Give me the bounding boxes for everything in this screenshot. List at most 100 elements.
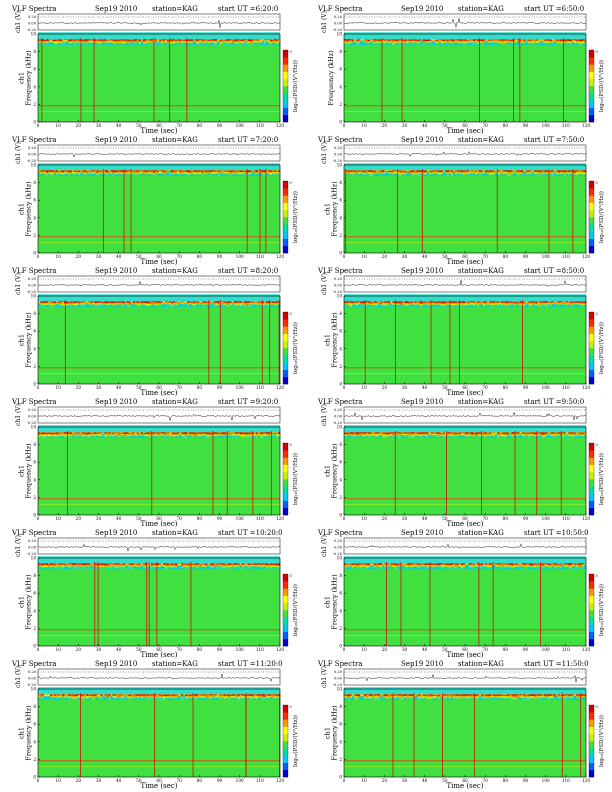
y-tick-label: 8 bbox=[339, 704, 342, 709]
waveform-frame bbox=[343, 144, 587, 162]
colorbar-tick-label: - bbox=[596, 249, 597, 253]
spectrogram-top-band bbox=[38, 425, 280, 433]
x-tick-label: 90 bbox=[217, 647, 223, 652]
sferic-streak bbox=[146, 562, 148, 646]
panel-date: Sep19 2010 bbox=[95, 529, 137, 537]
sferic-streak bbox=[93, 38, 95, 122]
colorbar-tick-label: 0 bbox=[290, 574, 292, 578]
sferic-streak bbox=[446, 431, 447, 515]
narrowband-line bbox=[344, 367, 586, 369]
sferic-streak bbox=[572, 169, 574, 253]
waveform-ytick-label: 0.20 bbox=[334, 15, 343, 19]
x-tick-label: 20 bbox=[382, 123, 388, 128]
narrowband-line bbox=[38, 367, 280, 369]
narrowband-line bbox=[38, 242, 280, 244]
y-tick-label: 4 bbox=[33, 215, 36, 220]
y-axis-label: ch1 bbox=[18, 334, 26, 346]
spectrogram-heatmap bbox=[344, 425, 587, 515]
x-tick-label: 40 bbox=[116, 385, 122, 390]
narrowband-line bbox=[344, 105, 586, 107]
colorbar-tick-label: 0 bbox=[290, 181, 292, 185]
narrowband-line bbox=[38, 635, 280, 637]
narrowband-line bbox=[344, 766, 586, 768]
waveform-ytick-label: 0.20 bbox=[28, 408, 37, 412]
colorbar-tick-label: - bbox=[290, 620, 291, 624]
colorbar-tick-label: 0 bbox=[596, 574, 598, 578]
spectrogram-heatmap bbox=[38, 163, 281, 253]
y-tick-label: 2 bbox=[33, 233, 36, 238]
waveform-ytick-label: 0.20 bbox=[28, 670, 37, 674]
x-tick-label: 30 bbox=[96, 778, 102, 783]
narrowband-line bbox=[344, 236, 586, 238]
sferic-streak bbox=[64, 300, 66, 384]
y-tick-label: 2 bbox=[339, 233, 342, 238]
y-tick-label: 10 bbox=[31, 32, 37, 37]
waveform-frame bbox=[37, 144, 281, 162]
x-tick-label: 10 bbox=[361, 123, 367, 128]
x-tick-label: 60 bbox=[156, 123, 162, 128]
x-tick-label: 120 bbox=[276, 123, 284, 128]
colorbar-tick-label: - bbox=[290, 728, 291, 732]
colorbar-tick-label: - bbox=[596, 466, 597, 470]
x-tick-label: 60 bbox=[156, 254, 162, 259]
panel-start-time: start UT =11:50:0 bbox=[524, 660, 589, 668]
x-tick-label: 10 bbox=[361, 778, 367, 783]
waveform-frame bbox=[343, 275, 587, 293]
x-tick-label: 30 bbox=[402, 516, 408, 521]
x-tick-label: 90 bbox=[217, 516, 223, 521]
narrowband-line bbox=[38, 498, 280, 500]
waveform-ylabel: ch1 (V) bbox=[15, 273, 22, 295]
colorbar-tick-label: - bbox=[290, 773, 291, 777]
waveform-ytick-label: 0.20 bbox=[334, 670, 343, 674]
y-tick-label: 2 bbox=[339, 102, 342, 107]
sferic-streak bbox=[449, 300, 451, 384]
y-tick-label: 10 bbox=[31, 556, 37, 561]
x-tick-label: 0 bbox=[37, 516, 40, 521]
y-tick-label: 0 bbox=[33, 251, 36, 256]
y-axis-label: Frequency (kHz) bbox=[331, 181, 339, 237]
y-tick-label: 10 bbox=[31, 425, 37, 430]
x-tick-label: 100 bbox=[236, 385, 244, 390]
x-tick-label: 80 bbox=[197, 516, 203, 521]
x-tick-label: 70 bbox=[176, 385, 182, 390]
x-tick-label: 10 bbox=[361, 647, 367, 652]
colorbar bbox=[282, 704, 289, 778]
x-tick-label: 120 bbox=[582, 778, 590, 783]
waveform-frame bbox=[343, 537, 587, 555]
x-tick-label: 100 bbox=[542, 778, 550, 783]
waveform-ytick-label: 0.20 bbox=[334, 277, 343, 281]
x-tick-label: 40 bbox=[422, 647, 428, 652]
waveform-ytick-label: -0.20 bbox=[333, 159, 343, 163]
colorbar-tick-label: - bbox=[290, 249, 291, 253]
colorbar bbox=[588, 311, 595, 385]
x-tick-label: 30 bbox=[96, 123, 102, 128]
colorbar-tick-label: - bbox=[290, 642, 291, 646]
colorbar-tick-label: 0 bbox=[596, 50, 598, 54]
x-tick-label: 50 bbox=[136, 254, 142, 259]
panel-start-time: start UT =10:20:0 bbox=[218, 529, 283, 537]
panel-date: Sep19 2010 bbox=[401, 267, 443, 275]
spectrogram-panel: VLF Spectra Sep19 2010 station=KAG start UT… bbox=[0, 4, 306, 136]
sferic-streak bbox=[186, 38, 188, 122]
y-tick-label: 4 bbox=[33, 739, 36, 744]
waveform-trace bbox=[343, 150, 587, 157]
spectrogram-background bbox=[38, 296, 280, 384]
y-tick-label: 6 bbox=[339, 460, 342, 465]
y-axis-label: Frequency (kHz) bbox=[25, 50, 33, 106]
colorbar-tick-label: - bbox=[596, 96, 597, 100]
panel-station: station=KAG bbox=[152, 398, 198, 406]
y-tick-label: 0 bbox=[33, 775, 36, 780]
y-tick-label: 8 bbox=[339, 573, 342, 578]
x-tick-label: 90 bbox=[523, 778, 529, 783]
spectrogram-background bbox=[38, 427, 280, 515]
x-tick-label: 10 bbox=[55, 778, 61, 783]
spectrogram-background bbox=[38, 689, 280, 777]
x-tick-label: 70 bbox=[176, 647, 182, 652]
sferic-streak bbox=[41, 38, 43, 122]
x-tick-label: 30 bbox=[96, 516, 102, 521]
x-tick-label: 50 bbox=[136, 385, 142, 390]
waveform-ytick-label: -0.20 bbox=[333, 290, 343, 294]
x-tick-label: 110 bbox=[562, 385, 570, 390]
sferic-streak bbox=[102, 169, 104, 253]
narrowband-line bbox=[38, 504, 280, 506]
